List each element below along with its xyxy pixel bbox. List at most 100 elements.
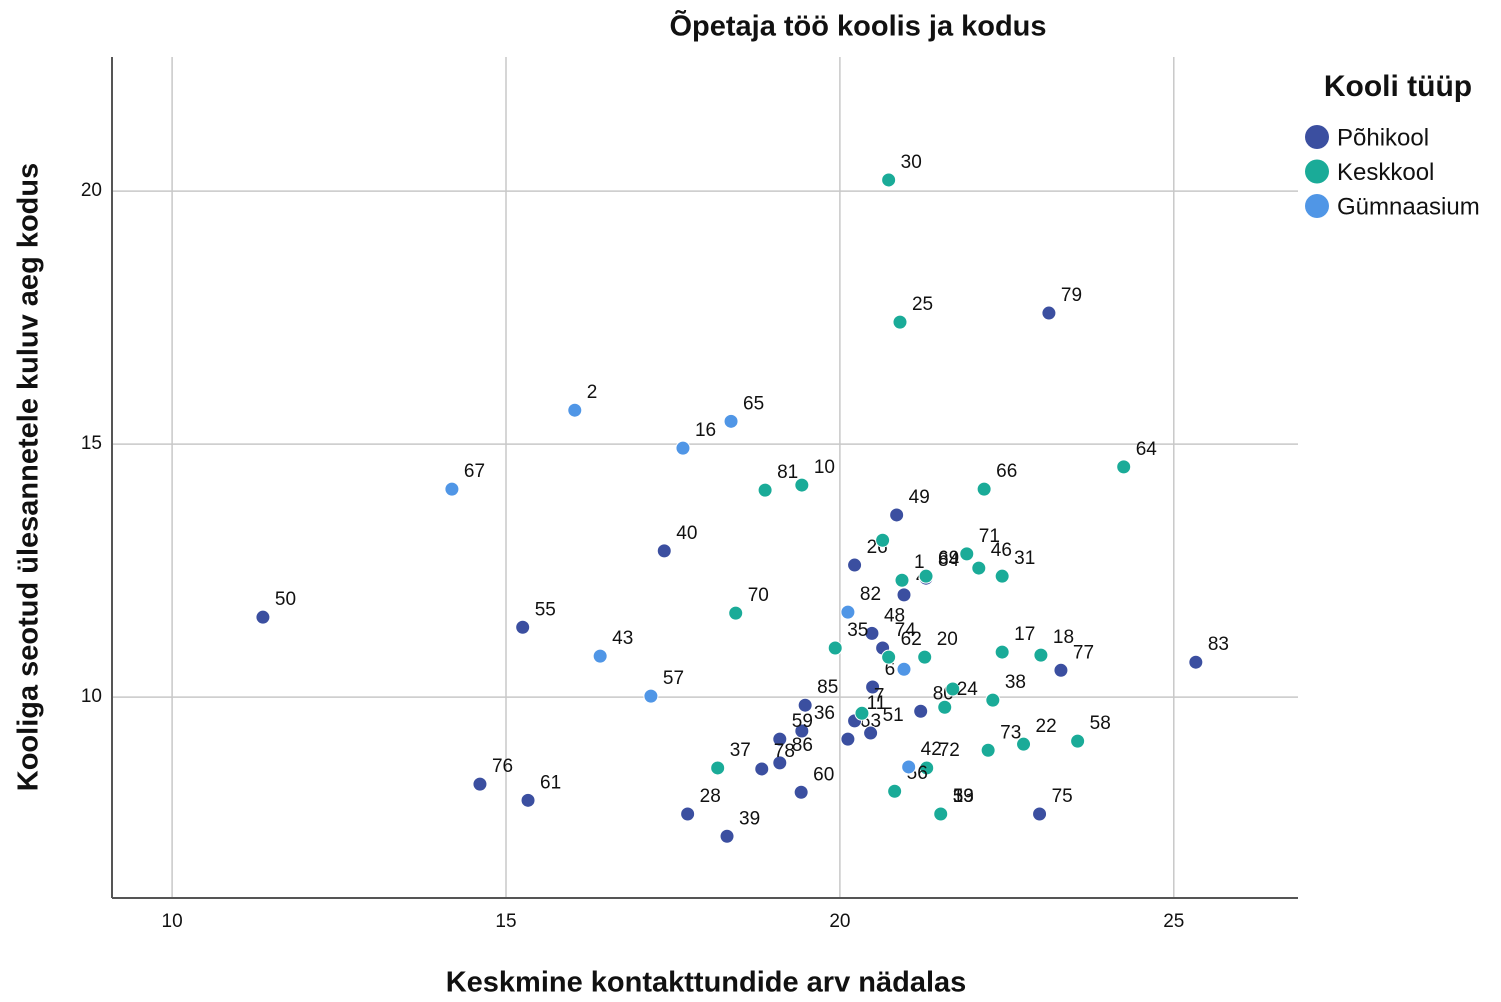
point [919, 760, 935, 776]
point-label: 40 [676, 523, 697, 544]
legend-marker [1305, 159, 1329, 184]
point-label: 78 [774, 741, 795, 762]
point-label: 43 [612, 628, 633, 649]
point-label: 59 [792, 711, 813, 732]
point-label: 71 [979, 526, 1000, 547]
point-label: 2 [587, 382, 598, 403]
point [937, 699, 953, 715]
point [728, 605, 744, 621]
point [840, 731, 856, 747]
point [656, 543, 672, 559]
point-label: 28 [700, 786, 721, 807]
point-label: 82 [860, 584, 881, 605]
point [933, 806, 949, 822]
point-label: 42 [921, 739, 942, 760]
point-label: 69 [938, 548, 959, 569]
legend-title: Kooli tüüp [1324, 70, 1472, 103]
point-label: 57 [663, 668, 684, 689]
point-label: 19 [953, 786, 974, 807]
point-label: 83 [1208, 634, 1229, 655]
point [854, 705, 870, 721]
point-label: 30 [901, 152, 922, 173]
point-label: 76 [492, 756, 513, 777]
point-label: 37 [730, 740, 751, 761]
point-label: 85 [817, 677, 838, 698]
point-label: 65 [743, 393, 764, 414]
point-label: 22 [1036, 716, 1057, 737]
point-label: 62 [901, 629, 922, 650]
point-label: 1 [914, 552, 925, 573]
y-tick-label: 20 [81, 180, 102, 201]
point [793, 784, 809, 800]
x-tick-label: 25 [1163, 911, 1184, 932]
point [875, 532, 891, 548]
point-label: 72 [939, 740, 960, 761]
point [794, 477, 810, 493]
point [680, 806, 696, 822]
x-tick-label: 15 [495, 911, 516, 932]
point [520, 792, 536, 808]
point [675, 440, 691, 456]
point-label: 35 [847, 620, 868, 641]
point [896, 587, 912, 603]
point-label: 16 [695, 420, 716, 441]
point-label: 20 [937, 629, 958, 650]
point-label: 48 [884, 605, 905, 626]
point [889, 507, 905, 523]
point-label: 36 [814, 703, 835, 724]
point [863, 725, 879, 741]
point [864, 625, 880, 641]
point [772, 731, 788, 747]
y-tick-label: 10 [81, 686, 102, 707]
point [1116, 459, 1132, 475]
point [985, 692, 1001, 708]
x-axis-title: Keskmine kontakttundide arv nädalas [446, 967, 967, 999]
point [1070, 733, 1086, 749]
point-label: 77 [1073, 642, 1094, 663]
point-label: 55 [535, 599, 556, 620]
point-label: 58 [1090, 713, 1111, 734]
point [892, 314, 908, 330]
point-label: 60 [813, 764, 834, 785]
point [971, 560, 987, 576]
point-label: 33 [953, 786, 974, 807]
point [959, 546, 975, 562]
point [592, 648, 608, 664]
point [567, 402, 583, 418]
point [643, 688, 659, 704]
point-label: 51 [883, 705, 904, 726]
point [881, 172, 897, 188]
point-label: 86 [792, 735, 813, 756]
point-label: 79 [1061, 285, 1082, 306]
point-label: 11 [867, 693, 887, 714]
point [757, 482, 773, 498]
point-label: 5 [953, 786, 964, 807]
point [772, 755, 788, 771]
point-label: 81 [777, 462, 798, 483]
point [1188, 654, 1204, 670]
point [980, 742, 996, 758]
legend-label: Gümnaasium [1337, 193, 1480, 220]
point-label: 73 [1000, 722, 1021, 743]
point [865, 679, 881, 695]
point [894, 572, 910, 588]
point [976, 481, 992, 497]
legend-label: Põhikool [1337, 124, 1429, 151]
point-label: 70 [748, 585, 769, 606]
point-label: 38 [1005, 672, 1026, 693]
point [847, 557, 863, 573]
point [444, 481, 460, 497]
point [945, 681, 961, 697]
point [896, 661, 912, 677]
point [719, 828, 735, 844]
point [1053, 662, 1069, 678]
point [1032, 806, 1048, 822]
legend-label: Keskkool [1337, 159, 1434, 186]
point-label: 17 [1014, 624, 1035, 645]
point [881, 649, 897, 665]
point-label: 24 [957, 679, 979, 700]
point [754, 761, 770, 777]
legend-marker [1305, 125, 1329, 149]
point-label: 18 [1053, 627, 1074, 648]
